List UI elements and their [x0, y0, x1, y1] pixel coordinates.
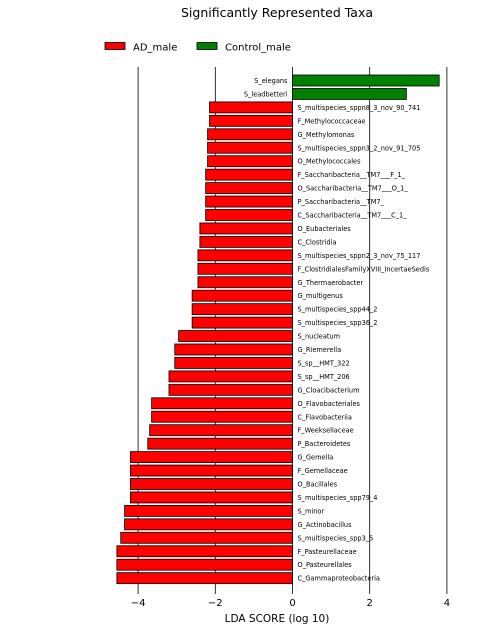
bar-label: C_Clostridia	[298, 238, 337, 246]
legend-label-control-male: Control_male	[225, 43, 291, 54]
bar-label: O_Flavobacteriales	[298, 400, 361, 408]
bar-label: P_Saccharibacteria__TM7_	[298, 198, 385, 206]
bar-labels: S_elegans S_leadbetteri S_multispecies_spp…	[244, 77, 430, 583]
x-tick-label: −2	[208, 598, 223, 609]
bar	[124, 504, 293, 517]
x-tick-label: 2	[367, 598, 373, 609]
bar-label: S_elegans	[254, 77, 288, 85]
bar	[292, 74, 440, 87]
bar	[149, 424, 293, 437]
bar-label: S_minor	[298, 507, 325, 515]
bar	[147, 437, 293, 450]
bar	[151, 397, 293, 410]
bar	[151, 410, 293, 423]
bar-label: S_sp__HMT_206	[298, 373, 350, 381]
bar-label: P_Bacteroidetes	[298, 440, 351, 448]
bar	[191, 303, 293, 316]
bar-label: S_multispecies_spp44_2	[298, 306, 378, 314]
bar	[207, 141, 293, 154]
bar-label: O_Eubacteriales	[298, 225, 352, 233]
bar-label: F_ClostridialesFamilyXVIII_IncertaeSedis	[298, 265, 430, 273]
bar	[207, 128, 293, 141]
bar-label: G_Actinobacillus	[298, 521, 353, 529]
bar	[124, 518, 293, 531]
x-tick-label: 4	[444, 598, 450, 609]
bar	[116, 558, 293, 571]
x-tick-label: 0	[289, 598, 295, 609]
bar	[129, 451, 293, 464]
bar-label: O_Bacillales	[298, 481, 338, 489]
legend: AD_male Control_male	[104, 42, 291, 54]
bar-label: F_Methylococcaceae	[298, 117, 366, 125]
bar	[205, 195, 293, 208]
bar	[191, 316, 293, 329]
bar	[174, 343, 293, 356]
bar	[178, 330, 293, 342]
bar-label: S_multispecies_spp3_5	[298, 534, 374, 542]
bar-label: S_multispecies_spp36_2	[298, 319, 378, 327]
bar-label: G_multigenus	[298, 292, 344, 300]
bar	[209, 101, 293, 114]
bar-label: S_multispecies_sppn2_3_nov_75_117	[298, 252, 421, 260]
x-axis-label: LDA SCORE (log 10)	[225, 613, 330, 625]
bar	[129, 464, 293, 477]
bar	[168, 383, 293, 396]
x-tick-label: −4	[131, 598, 146, 609]
bar	[116, 545, 293, 558]
bar	[197, 276, 293, 289]
bar-label: O_Saccharibacteria__TM7___O_1_	[298, 185, 409, 193]
bar	[205, 209, 293, 221]
bar	[174, 357, 293, 369]
bar-label: G_Thermaerobacter	[298, 279, 364, 287]
bar	[209, 114, 293, 127]
bars	[116, 74, 440, 585]
legend-swatch-control-male	[196, 42, 218, 50]
bar-label: C_Saccharibacteria__TM7___C_1_	[298, 212, 408, 220]
bar-label: S_multispecies_spp79_4	[298, 494, 378, 502]
bar	[292, 88, 407, 100]
bar-label: S_leadbetteri	[244, 90, 288, 98]
bar-label: G_Cloacibacterium	[298, 386, 360, 394]
bar-label: F_Gemellaceae	[298, 467, 348, 475]
bar-label: O_Pasteurellales	[298, 561, 353, 569]
bar	[199, 222, 293, 235]
bar-label: F_Pasteurellaceae	[298, 548, 357, 556]
bar	[199, 235, 293, 248]
x-axis: −4 −2 0 2 4	[131, 590, 450, 609]
bar-label: S_multispecies_sppn8_3_nov_90_741	[298, 104, 421, 112]
bar-label: G_Gemella	[298, 454, 334, 462]
bar-label: S_sp__HMT_322	[298, 359, 350, 367]
bar-label: G_Methylomonas	[298, 131, 355, 139]
bar-label: C_Gammaproteobacteria	[298, 575, 380, 583]
bar	[191, 289, 293, 302]
bar	[197, 249, 293, 262]
bar-label: S_multispecies_sppn3_2_nov_91_705	[298, 144, 421, 152]
bar	[205, 182, 293, 195]
legend-swatch-ad-male	[104, 42, 126, 50]
bar-label: C_Flavobacteriia	[298, 413, 352, 421]
bar	[120, 531, 293, 544]
bar	[129, 491, 293, 504]
chart-title: Significantly Represented Taxa	[181, 5, 373, 20]
bar	[197, 262, 293, 275]
bar-label: S_nucleatum	[298, 333, 341, 341]
legend-label-ad-male: AD_male	[133, 43, 177, 54]
bar-label: G_Riemerella	[298, 346, 342, 354]
bar	[205, 168, 293, 181]
bar-label: O_Methylococcales	[298, 158, 362, 166]
bar-label: F_Weeksellaceae	[298, 427, 354, 435]
bar	[116, 572, 293, 585]
bar-label: F_Saccharibacteria__TM7___F_1_	[298, 171, 406, 179]
bar	[168, 370, 293, 383]
bar	[129, 478, 293, 490]
bar	[207, 155, 293, 168]
